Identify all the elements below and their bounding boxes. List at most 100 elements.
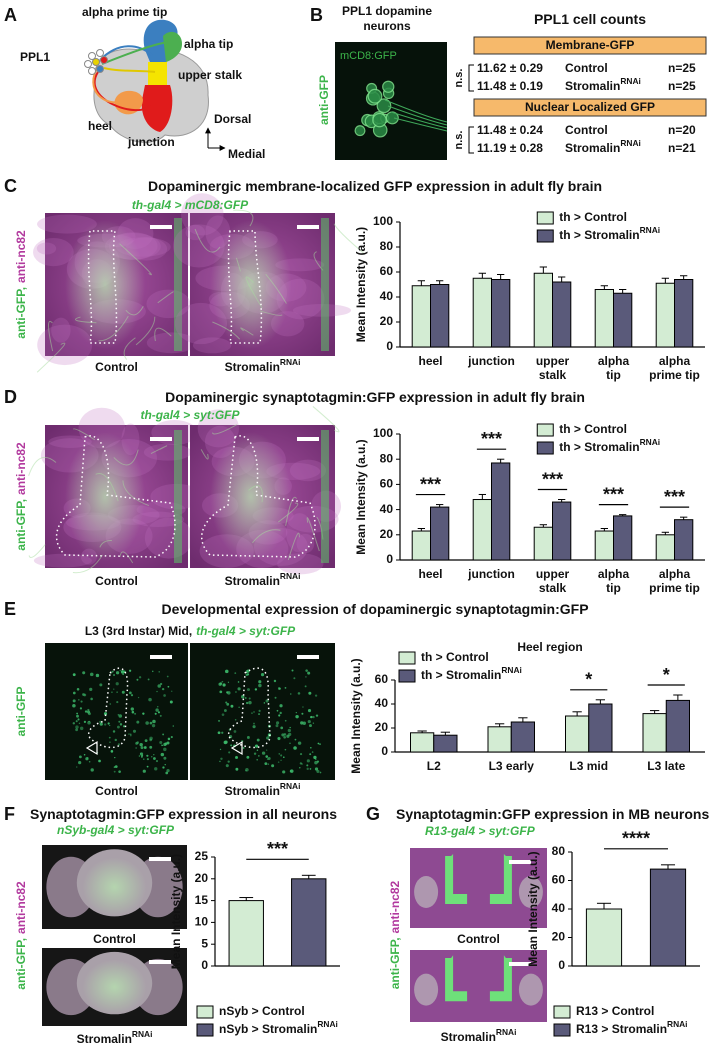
puncta xyxy=(76,714,79,718)
puncta xyxy=(218,720,220,722)
puncta xyxy=(149,745,153,749)
y-tick-label: 20 xyxy=(552,930,566,944)
legend-label-part: th > Stromalin xyxy=(559,440,639,454)
stain-label-part: anti-GFP, xyxy=(14,938,28,990)
puncta xyxy=(120,670,125,674)
puncta xyxy=(87,721,91,725)
driver-label-part: R13-gal4 > syt:GFP xyxy=(425,824,536,838)
label-part: alpha tip xyxy=(184,37,233,51)
x-tick-label: heel xyxy=(418,354,442,368)
puncta xyxy=(309,768,312,770)
bar xyxy=(411,530,432,561)
puncta xyxy=(293,677,296,680)
puncta xyxy=(72,673,76,677)
panel-title-part: Dopaminergic synaptotagmin:GFP expressio… xyxy=(165,389,585,405)
axon xyxy=(390,111,448,129)
label-part: PPL1 xyxy=(20,50,50,64)
panel-letter: D xyxy=(4,387,17,407)
puncta xyxy=(291,669,294,672)
puncta xyxy=(88,720,90,723)
bar xyxy=(433,734,458,753)
puncta xyxy=(221,713,225,716)
legend-label: R13 > Control xyxy=(576,1004,654,1018)
stat-label-part: n.s. xyxy=(453,69,465,88)
panel-title-part: Synaptotagmin:GFP expression in MB neuro… xyxy=(396,806,709,822)
puncta xyxy=(219,690,223,694)
puncta xyxy=(86,757,89,759)
marker-label: mCD8:GFP xyxy=(340,50,397,62)
puncta xyxy=(237,687,241,691)
image-caption-part: Stromalin xyxy=(441,1030,496,1044)
puncta xyxy=(138,676,142,679)
fiber xyxy=(36,342,66,373)
puncta xyxy=(72,691,76,695)
tissue xyxy=(180,193,224,236)
puncta xyxy=(75,725,79,729)
bar xyxy=(291,878,327,967)
puncta xyxy=(238,706,240,708)
panel-title: Dopaminergic membrane-localized GFP expr… xyxy=(148,178,602,194)
image-caption-part: RNAi xyxy=(280,357,300,367)
x-tick-label: alpha tip xyxy=(598,567,630,595)
puncta xyxy=(316,760,320,763)
bar xyxy=(552,501,572,561)
puncta xyxy=(113,766,116,768)
puncta xyxy=(230,744,233,747)
puncta xyxy=(78,761,82,765)
y-tick-label: 20 xyxy=(380,314,394,328)
x-tick-label-line: tip xyxy=(606,581,621,595)
puncta xyxy=(301,712,304,715)
puncta xyxy=(230,704,234,708)
stain-label-part: anti-nc82 xyxy=(14,442,28,495)
image-caption: StromalinRNAi xyxy=(441,1027,517,1044)
y-tick-label: 100 xyxy=(373,214,393,228)
puncta xyxy=(153,754,155,756)
puncta xyxy=(276,709,279,712)
cell-count: 11.19 ± 0.28 xyxy=(477,141,543,155)
puncta xyxy=(311,751,314,753)
legend-label-part: th > Control xyxy=(559,210,627,224)
puncta xyxy=(307,709,312,713)
puncta xyxy=(166,675,169,678)
panel-title: Synaptotagmin:GFP expression in MB neuro… xyxy=(396,806,709,822)
puncta xyxy=(129,733,132,736)
puncta xyxy=(244,697,247,699)
puncta xyxy=(151,756,153,758)
image-caption: Control xyxy=(93,932,136,946)
n-count-part: n=20 xyxy=(668,123,696,137)
puncta xyxy=(254,744,259,748)
y-axis-label: Mean Intensity (a.u.) xyxy=(349,658,363,773)
x-tick-label: L3 early xyxy=(489,759,535,773)
panel-letter-part: F xyxy=(4,804,15,824)
image-caption-part: Control xyxy=(93,932,136,946)
puncta xyxy=(308,691,312,695)
puncta xyxy=(72,703,76,708)
legend-swatch xyxy=(553,1005,571,1019)
n-count: n=25 xyxy=(668,79,696,93)
label-part: junction xyxy=(127,135,175,149)
x-tick-label: alpha tip xyxy=(598,354,630,382)
puncta xyxy=(252,725,256,729)
bar xyxy=(510,721,535,753)
genotype-part: Stromalin xyxy=(565,141,620,155)
cell-count: 11.62 ± 0.29 xyxy=(477,61,543,75)
puncta xyxy=(245,769,247,772)
puncta xyxy=(114,738,117,742)
x-tick-label-line: upper xyxy=(536,567,570,581)
puncta xyxy=(309,724,312,728)
puncta xyxy=(305,676,307,678)
cell-count-part: 11.19 ± 0.28 xyxy=(477,141,543,155)
puncta xyxy=(248,700,252,705)
puncta xyxy=(167,685,170,688)
x-tick-label-line: alpha xyxy=(598,354,630,368)
driver-label-part: th-gal4 > syt:GFP xyxy=(140,408,240,422)
legend-label: nSyb > Control xyxy=(219,1004,305,1018)
puncta xyxy=(246,673,250,676)
x-tick-label: L3 late xyxy=(647,759,685,773)
puncta xyxy=(282,770,286,774)
label: heel xyxy=(88,119,112,133)
puncta xyxy=(289,742,291,744)
puncta xyxy=(161,687,165,691)
label: upper stalk xyxy=(178,68,242,82)
puncta xyxy=(117,725,120,729)
